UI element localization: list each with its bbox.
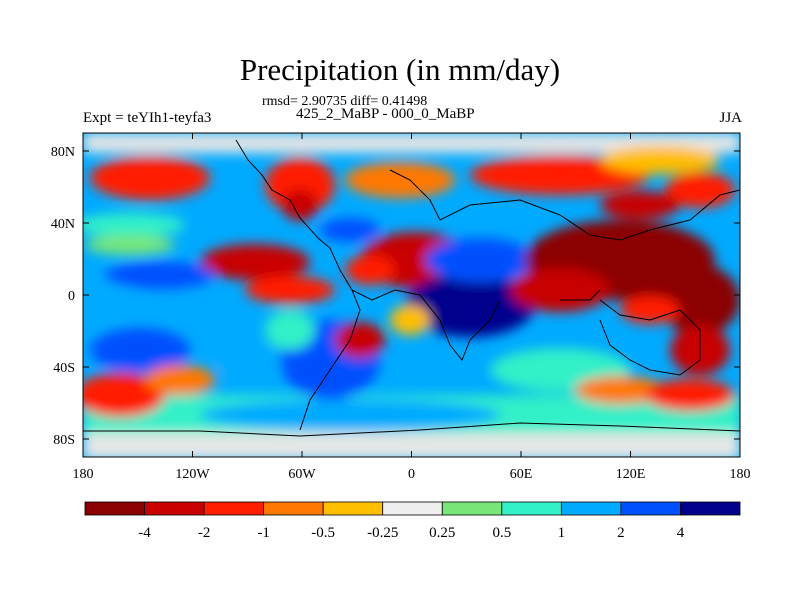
colorbar-label: 0.25 bbox=[429, 525, 455, 541]
colorbar-label: 1 bbox=[558, 525, 566, 541]
period-line: 425_2_MaBP - 000_0_MaBP bbox=[296, 106, 475, 122]
colorbar-label: 4 bbox=[677, 525, 685, 541]
colorbar-swatch bbox=[263, 501, 324, 516]
colorbar-swatch bbox=[620, 501, 681, 516]
x-tick-label: 120W bbox=[175, 467, 210, 482]
colorbar-swatch bbox=[84, 501, 145, 516]
colorbar-label: -1 bbox=[257, 525, 270, 541]
colorbar-swatch bbox=[144, 501, 205, 516]
colorbar: -4 -2 -1 -0.5 -0.25 0.25 0.5 1 2 4 bbox=[84, 501, 741, 541]
y-tick-label: 40N bbox=[51, 217, 75, 232]
y-tick-label: 40S bbox=[53, 361, 75, 376]
x-axis: 180 120W 60W 0 60E 120E 180 bbox=[73, 133, 751, 482]
x-tick-label: 0 bbox=[408, 467, 415, 482]
precipitation-field bbox=[83, 133, 740, 457]
y-axis: 80N 40N 0 40S 80S bbox=[51, 145, 740, 448]
experiment-label: Expt = teYIh1-teyfa3 bbox=[83, 110, 212, 126]
y-tick-label: 0 bbox=[68, 289, 75, 304]
x-tick-label: 120E bbox=[616, 467, 646, 482]
y-tick-label: 80N bbox=[51, 145, 75, 160]
colorbar-swatch bbox=[680, 501, 741, 516]
stats-line: rmsd= 2.90735 diff= 0.41498 bbox=[262, 94, 428, 109]
colorbar-swatch bbox=[501, 501, 562, 516]
season-label: JJA bbox=[719, 110, 742, 126]
colorbar-label: -0.5 bbox=[311, 525, 335, 541]
coastlines bbox=[83, 139, 740, 437]
x-tick-label: 180 bbox=[73, 467, 94, 482]
colorbar-swatch bbox=[382, 501, 443, 516]
x-tick-label: 60W bbox=[288, 467, 316, 482]
map-title: Precipitation (in mm/day) bbox=[239, 52, 561, 87]
x-tick-label: 180 bbox=[730, 467, 751, 482]
colorbar-label: -2 bbox=[198, 525, 211, 541]
colorbar-swatch bbox=[322, 501, 384, 516]
x-tick-label: 60E bbox=[510, 467, 533, 482]
colorbar-label: -0.25 bbox=[367, 525, 398, 541]
colorbar-label: 2 bbox=[617, 525, 625, 541]
colorbar-label: 0.5 bbox=[492, 525, 511, 541]
colorbar-swatch bbox=[203, 501, 265, 516]
colorbar-swatch bbox=[560, 501, 622, 516]
colorbar-label: -4 bbox=[138, 525, 151, 541]
y-tick-label: 80S bbox=[53, 433, 75, 448]
colorbar-swatch bbox=[441, 501, 503, 516]
